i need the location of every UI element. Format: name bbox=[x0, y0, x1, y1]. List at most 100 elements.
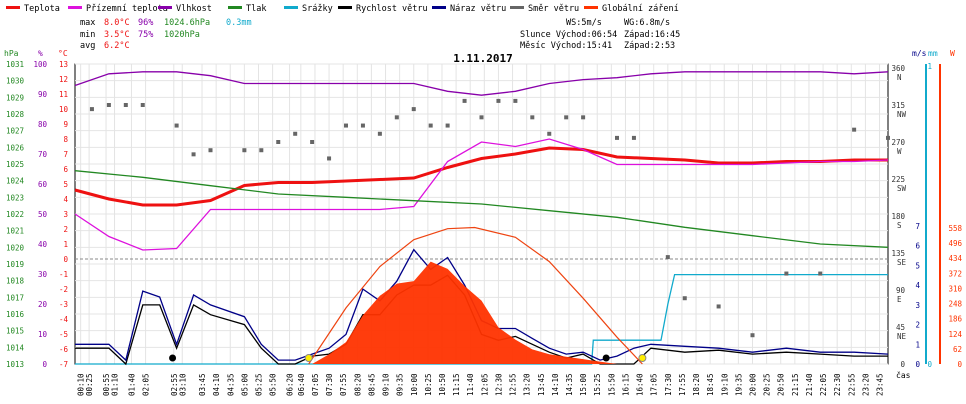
x-tick-label: 04:10 bbox=[212, 373, 221, 396]
wind-direction-point bbox=[106, 103, 111, 107]
stat-min-hum: 75% bbox=[138, 30, 153, 40]
legend-label: Teplota bbox=[24, 4, 60, 14]
wind-direction-point bbox=[462, 98, 467, 103]
y-tick-dir: N bbox=[897, 73, 902, 82]
x-tick-label: 19:10 bbox=[720, 373, 729, 396]
y-tick-mm: 0 bbox=[927, 360, 932, 369]
x-tick-label: 22:30 bbox=[833, 373, 842, 396]
series-radiation bbox=[75, 261, 888, 364]
y-tick-hpa: 1029 bbox=[6, 93, 24, 102]
y-tick-w: 434 bbox=[948, 254, 962, 263]
wind-direction-point bbox=[496, 98, 501, 103]
wind-direction-point bbox=[310, 140, 315, 144]
x-tick-label: 18:45 bbox=[706, 373, 715, 396]
x-tick-label: 03:45 bbox=[198, 373, 207, 396]
y-tick-hpa: 1031 bbox=[6, 60, 24, 69]
y-tick-pct: 30 bbox=[38, 270, 48, 279]
x-tick-label: 06:40 bbox=[297, 373, 306, 396]
x-tick-label: 00:55 bbox=[102, 373, 111, 396]
wind-direction-point bbox=[716, 304, 721, 309]
series-solar-curve bbox=[308, 226, 643, 365]
axis-hpa-label: hPa bbox=[4, 49, 19, 58]
wind-direction-point bbox=[547, 131, 552, 136]
series-line bbox=[74, 170, 889, 248]
series-line bbox=[74, 138, 889, 251]
stat-min-temp: 3.5°C bbox=[104, 30, 130, 40]
wind-direction-point bbox=[513, 98, 518, 103]
y-tick-ms: 0 bbox=[915, 360, 920, 369]
x-tick-label: 13:45 bbox=[537, 373, 546, 396]
y-tick-hpa: 1020 bbox=[6, 243, 25, 252]
legend-swatch bbox=[6, 6, 20, 9]
wind-direction-point bbox=[174, 123, 179, 128]
stat-avg-temp: 6.2°C bbox=[104, 41, 130, 51]
wind-direction-point bbox=[784, 271, 789, 276]
y-tick-w: 186 bbox=[948, 315, 962, 324]
legend-swatch bbox=[228, 6, 242, 9]
x-tick-label: 22:55 bbox=[847, 373, 856, 396]
legend-swatch bbox=[584, 6, 598, 9]
legend-label: Náraz větru bbox=[450, 4, 506, 14]
wind-direction-point bbox=[327, 156, 332, 161]
stat-max-temp: 8.0°C bbox=[104, 18, 130, 28]
y-tick-hpa: 1021 bbox=[6, 227, 24, 236]
y-tick-pct: 0 bbox=[42, 360, 47, 369]
y-tick-c: 1 bbox=[63, 240, 68, 249]
x-tick-label: 08:45 bbox=[367, 373, 376, 396]
x-tick-label: 16:40 bbox=[636, 373, 645, 396]
y-tick-c: 3 bbox=[63, 210, 68, 219]
x-tick-label: 06:20 bbox=[286, 373, 295, 396]
y-tick-w: 62 bbox=[953, 345, 962, 354]
x-tick-label: 04:35 bbox=[226, 373, 235, 396]
y-tick-ms: 7 bbox=[915, 222, 920, 231]
y-tick-deg: 90 bbox=[896, 286, 906, 295]
stat-max-rain: 0.3mm bbox=[226, 18, 252, 28]
moonrise-marker bbox=[602, 354, 610, 362]
stat-min-press: 1020hPa bbox=[164, 30, 200, 40]
y-tick-hpa: 1017 bbox=[6, 293, 24, 302]
wind-direction-point bbox=[377, 131, 382, 136]
y-tick-hpa: 1023 bbox=[6, 193, 24, 202]
y-tick-w: 248 bbox=[948, 300, 962, 309]
stat-avg-label: avg bbox=[80, 41, 95, 51]
y-tick-dir: W bbox=[897, 147, 902, 156]
y-tick-deg: 0 bbox=[900, 360, 905, 369]
y-tick-hpa: 1027 bbox=[6, 127, 24, 136]
x-tick-label: 09:10 bbox=[382, 373, 391, 396]
y-tick-deg: 315 bbox=[891, 101, 905, 110]
wind-direction-point bbox=[208, 148, 213, 153]
wind-direction-point bbox=[293, 131, 298, 136]
y-tick-deg: 225 bbox=[891, 175, 905, 184]
y-tick-dir: S bbox=[897, 221, 902, 230]
x-tick-label: 10:25 bbox=[424, 373, 433, 396]
y-tick-c: 12 bbox=[59, 75, 68, 84]
x-tick-label: 05:00 bbox=[240, 373, 249, 396]
axis-pct-label: % bbox=[38, 49, 43, 58]
stat-max-label: max bbox=[80, 18, 95, 28]
wind-direction-point bbox=[631, 135, 636, 140]
wind-direction-point bbox=[191, 152, 196, 157]
y-tick-w: 558 bbox=[948, 224, 962, 233]
legend-label: Rychlost větru bbox=[356, 4, 428, 14]
y-tick-c: 10 bbox=[59, 105, 69, 114]
y-tick-hpa: 1024 bbox=[6, 177, 25, 186]
y-tick-hpa: 1018 bbox=[6, 277, 25, 286]
legend-swatch bbox=[158, 6, 172, 9]
y-tick-hpa: 1016 bbox=[6, 310, 25, 319]
y-tick-c: -5 bbox=[59, 330, 68, 339]
x-tick-label: 18:20 bbox=[692, 373, 701, 396]
wind-direction-point bbox=[445, 123, 450, 128]
legend-swatch bbox=[432, 6, 446, 9]
x-tick-label: 12:05 bbox=[480, 373, 489, 396]
y-tick-deg: 360 bbox=[891, 64, 905, 73]
y-tick-deg: 270 bbox=[891, 138, 905, 147]
y-tick-c: -7 bbox=[59, 360, 68, 369]
y-tick-pct: 10 bbox=[38, 330, 48, 339]
y-tick-c: 7 bbox=[63, 150, 68, 159]
wind-direction-point bbox=[394, 115, 399, 120]
x-tick-label: 10:00 bbox=[410, 373, 419, 396]
x-tick-label: 20:25 bbox=[763, 373, 772, 396]
x-tick-label: 19:35 bbox=[734, 373, 743, 396]
